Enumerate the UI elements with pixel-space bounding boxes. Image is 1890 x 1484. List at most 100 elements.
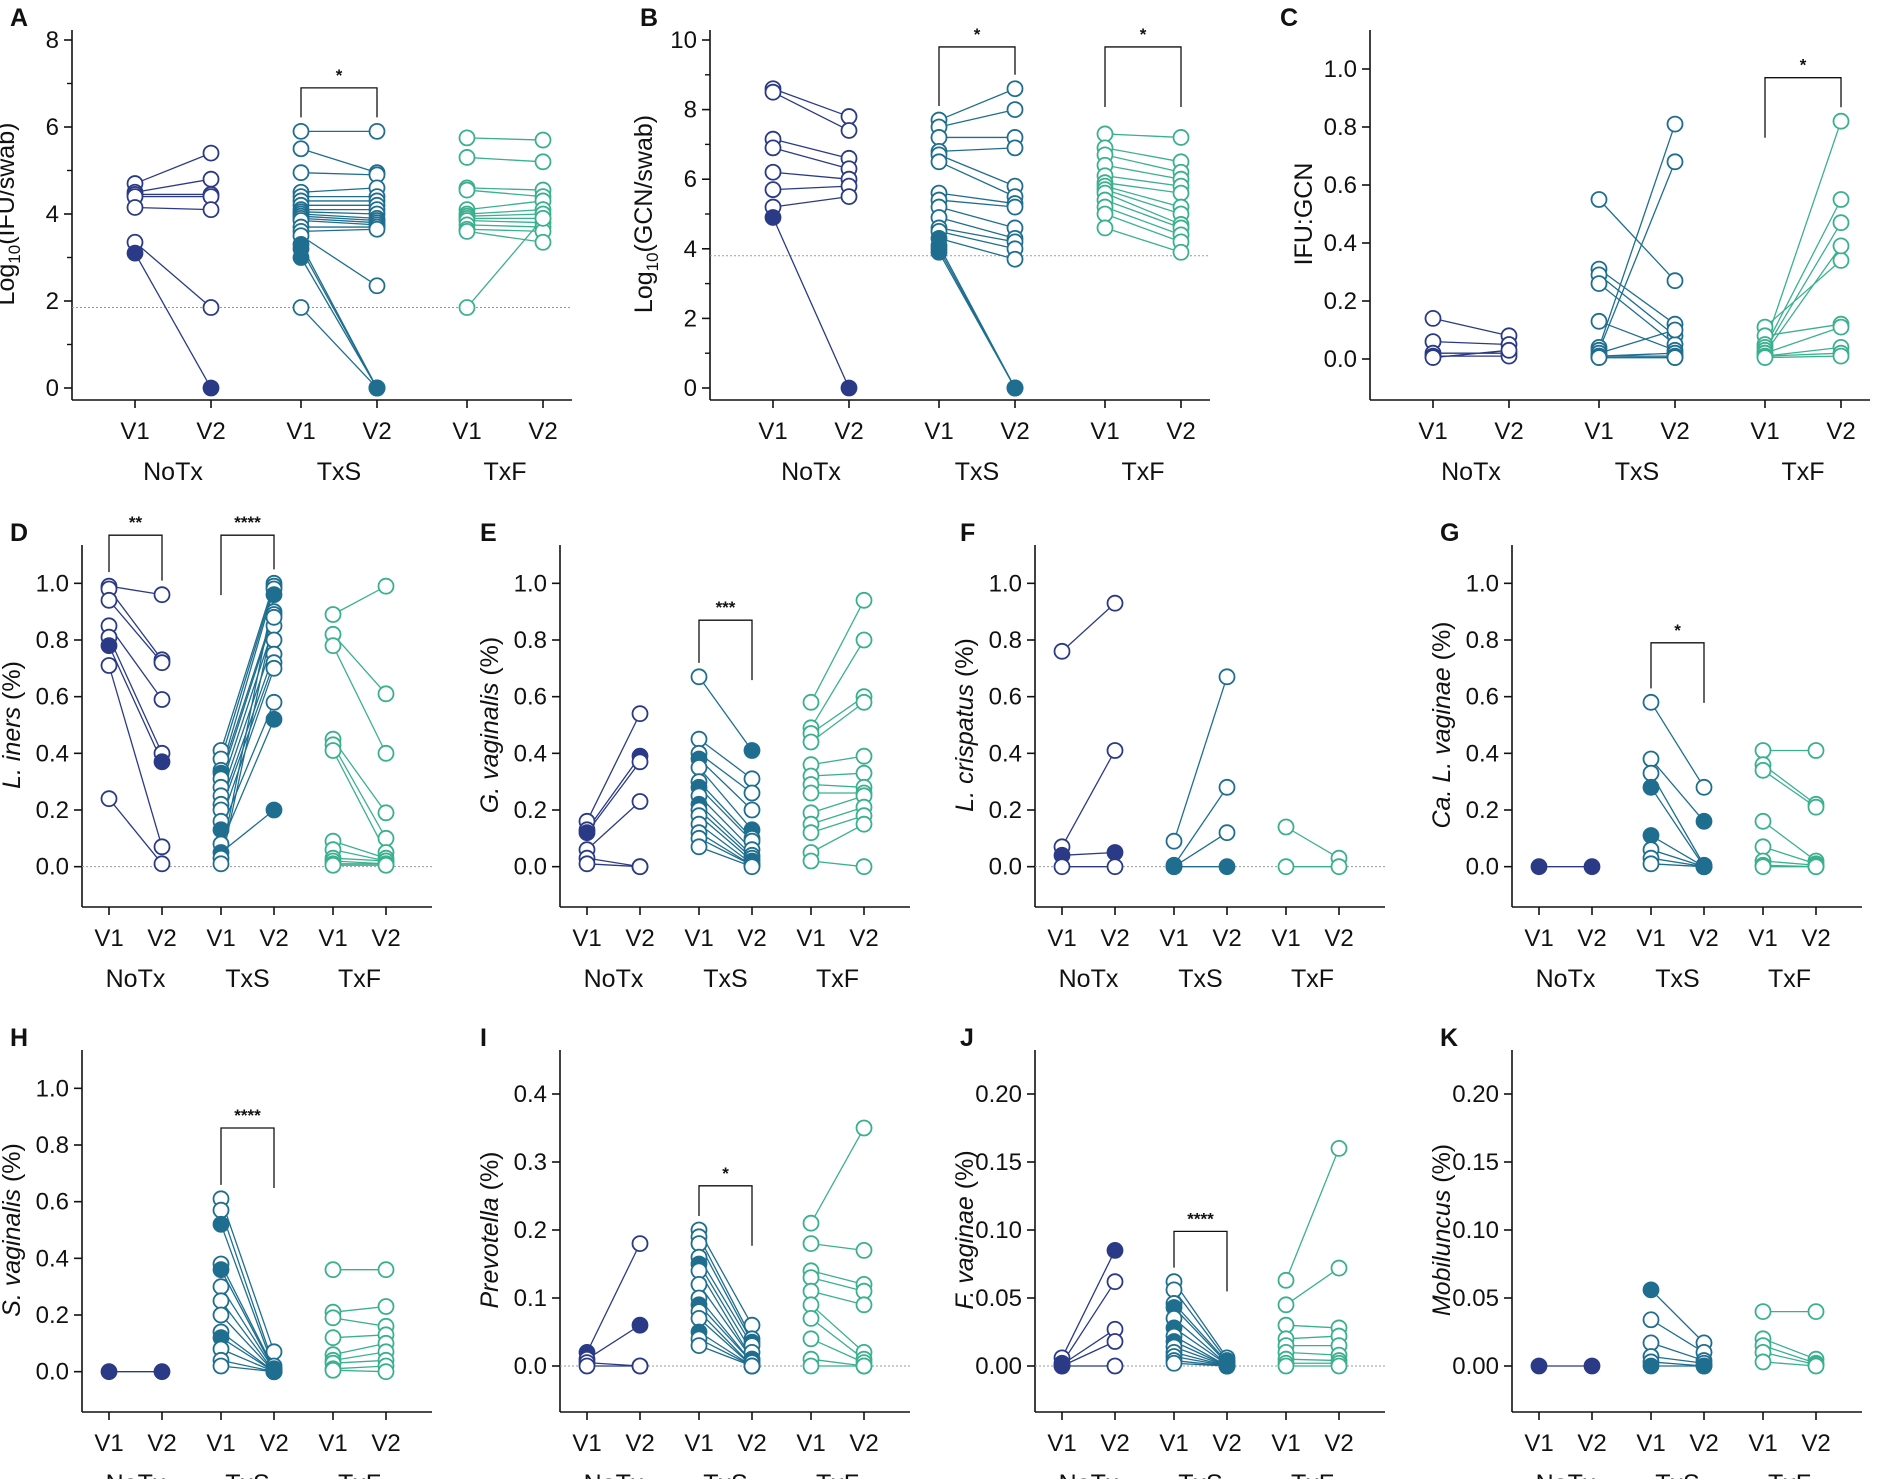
pI-TxS-pair-line-13 [698, 1344, 753, 1367]
pF-NoTx-v2-point-0 [1106, 594, 1124, 612]
pF-NoTx-v1-point-3 [1053, 858, 1071, 876]
pA-xtick-label-TxF-V2: V2 [528, 418, 557, 445]
pB-TxF-v1-point-0 [1096, 125, 1114, 143]
pD-TxS-v2-point-14 [265, 608, 283, 626]
pD-NoTx-pair-line-5 [108, 645, 163, 763]
pK-TxS-pair-line-0 [1650, 1289, 1705, 1344]
pK-xtick-label-NoTx-V2: V2 [1577, 1430, 1606, 1457]
pD-xtick-label-NoTx-V2: V2 [147, 925, 176, 952]
pB-TxS-pair-line-3 [938, 147, 1016, 153]
pC-TxS-pair-line-6 [1598, 161, 1676, 351]
pD-y-axis-label: L. iners (%) [0, 661, 26, 789]
pJ-xtick-label-NoTx-V2: V2 [1100, 1430, 1129, 1457]
pF-ytick-label-5: 1.0 [989, 570, 1022, 597]
pF-ytick-label-2: 0.4 [989, 740, 1022, 767]
pJ-TxS-pair-line-5 [1173, 1327, 1228, 1366]
pI-xtick-label-TxS-V1: V1 [684, 1430, 713, 1457]
pJ-NoTx-v2-point-0 [1106, 1242, 1124, 1259]
pD-TxS-pair-line-12 [220, 809, 275, 854]
pB-TxF-pair-line-6 [1104, 185, 1182, 208]
pE-group-label-TxS: TxS [703, 965, 747, 993]
pJ-ytick-label-4: 0.20 [975, 1081, 1022, 1108]
pD-TxF-v1-point-11 [324, 856, 342, 874]
pH-group-label-TxF: TxF [338, 1470, 381, 1479]
pI-TxS-pair-line-3 [698, 1256, 753, 1346]
pD-TxF-pair-line-4 [332, 744, 387, 839]
pB-ytick-label-3: 6 [684, 166, 697, 193]
pG-TxS-v2-point-1 [1695, 812, 1713, 830]
pE-TxF-pair-line-8 [810, 795, 865, 814]
pE-TxF-pair-line-3 [810, 701, 865, 743]
pJ-ytick-label-2: 0.10 [975, 1217, 1022, 1244]
pG-TxS-pair-line-4 [1650, 834, 1705, 868]
pI-TxS-pair-line-0 [698, 1229, 753, 1326]
pC-sig-label-0: * [1800, 56, 1807, 75]
pH-TxS-pair-line-3 [220, 1263, 275, 1370]
pG-ytick-label-2: 0.4 [1466, 740, 1499, 767]
pJ-ytick-label-3: 0.15 [975, 1149, 1022, 1176]
pG-TxF-v2-point-2 [1807, 798, 1825, 816]
pG-TxF-pair-line-2 [1762, 769, 1817, 808]
pB-TxS-v2-point-0 [1006, 80, 1024, 98]
pI-TxS-v2-point-13 [743, 1357, 761, 1375]
pK-TxF-v1-point-4 [1754, 1353, 1772, 1371]
pB-NoTx-v1-point-1 [764, 83, 782, 101]
pD-TxF-pair-line-2 [332, 645, 387, 754]
pI-TxS-pair-line-1 [698, 1236, 753, 1340]
panel-label-f: F [960, 519, 975, 547]
pI-TxS-pair-line-10 [698, 1317, 753, 1367]
pA-NoTx-v2-point-5 [202, 299, 220, 316]
pI-ytick-label-4: 0.4 [514, 1081, 547, 1108]
pJ-xtick-label-TxF-V2: V2 [1324, 1430, 1353, 1457]
pH-TxS-v2-point-12 [265, 1363, 283, 1381]
pB-xtick-label-NoTx-V1: V1 [758, 418, 787, 445]
pJ-TxF-v2-point-1 [1330, 1259, 1348, 1277]
pK-TxS-v1-point-5 [1642, 1357, 1660, 1375]
pA-xtick-label-NoTx-V2: V2 [196, 418, 225, 445]
pA-group-label-TxF: TxF [483, 458, 526, 486]
pE-TxF-pair-line-0 [810, 600, 865, 703]
pJ-TxS-pair-line-8 [1173, 1346, 1228, 1367]
pG-xtick-label-TxF-V2: V2 [1801, 925, 1830, 952]
pC-ytick-label-1: 0.2 [1324, 288, 1357, 315]
pJ-group-label-TxF: TxF [1291, 1470, 1334, 1479]
pA-TxF-pair-line-1 [466, 156, 544, 163]
pD-ytick-label-2: 0.4 [36, 740, 69, 767]
pB-TxF-pair-line-2 [1104, 154, 1182, 173]
pA-group-label-TxS: TxS [317, 458, 361, 486]
pI-TxS-pair-line-5 [698, 1270, 753, 1360]
pB-NoTx-v2-point-7 [840, 379, 858, 397]
pK-TxF-v2-point-0 [1807, 1303, 1825, 1320]
pC-group-label-NoTx: NoTx [1441, 458, 1501, 486]
pE-TxS-pair-line-8 [698, 803, 753, 856]
pK-TxF-pair-line-1 [1762, 1338, 1817, 1360]
pK-TxS-v1-point-0 [1642, 1281, 1660, 1299]
pG-sig-bracket-0 [1650, 642, 1705, 703]
pD-NoTx-pair-line-7 [108, 798, 163, 865]
pI-sig-label-0: * [722, 1164, 729, 1183]
pE-NoTx-pair-line-0 [586, 713, 641, 822]
pD-TxF-pair-line-8 [332, 857, 387, 862]
pI-TxS-v1-point-13 [690, 1337, 708, 1354]
pJ-TxS-pair-line-1 [1173, 1289, 1228, 1361]
pD-TxF-v1-point-0 [324, 606, 342, 623]
pF-NoTx-v2-point-1 [1106, 742, 1124, 759]
pI-xtick-label-TxS-V2: V2 [737, 1430, 766, 1457]
pG-xtick-label-NoTx-V1: V1 [1524, 925, 1553, 952]
pC-NoTx-v1-point-4 [1424, 349, 1442, 366]
pG-TxF-v2-point-0 [1807, 742, 1825, 759]
panel-label-c: C [1280, 4, 1298, 32]
pI-TxF-v2-point-9 [855, 1357, 873, 1375]
pD-TxS-pair-line-9 [220, 668, 275, 822]
pE-xtick-label-TxS-V1: V1 [684, 925, 713, 952]
pF-NoTx-pair-line-2 [1061, 851, 1116, 856]
pK-ytick-label-3: 0.15 [1452, 1149, 1499, 1176]
pH-group-label-NoTx: NoTx [106, 1470, 166, 1479]
pJ-y-axis-label: F. vaginae (%) [951, 1150, 979, 1309]
pJ-TxS-v1-point-12 [1165, 1354, 1183, 1372]
pE-ytick-label-0: 0.0 [514, 854, 547, 881]
pB-TxF-pair-line-4 [1104, 175, 1182, 187]
pC-TxF-pair-line-5 [1764, 245, 1842, 354]
panel-label-j: J [960, 1024, 974, 1052]
pB-TxS-pair-line-8 [938, 206, 1016, 229]
